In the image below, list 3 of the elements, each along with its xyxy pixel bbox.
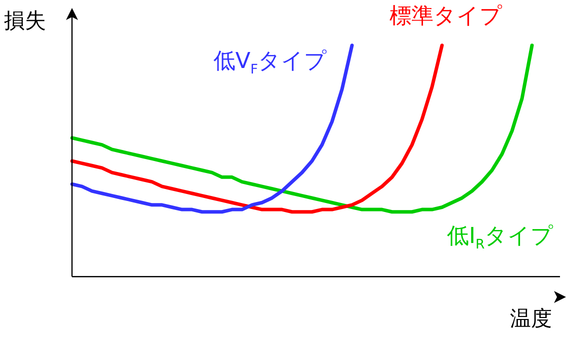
x-axis-title: 温度 [510, 306, 552, 330]
y-axis-title: 損失 [4, 8, 46, 32]
series-label: 標準タイプ [390, 4, 502, 30]
